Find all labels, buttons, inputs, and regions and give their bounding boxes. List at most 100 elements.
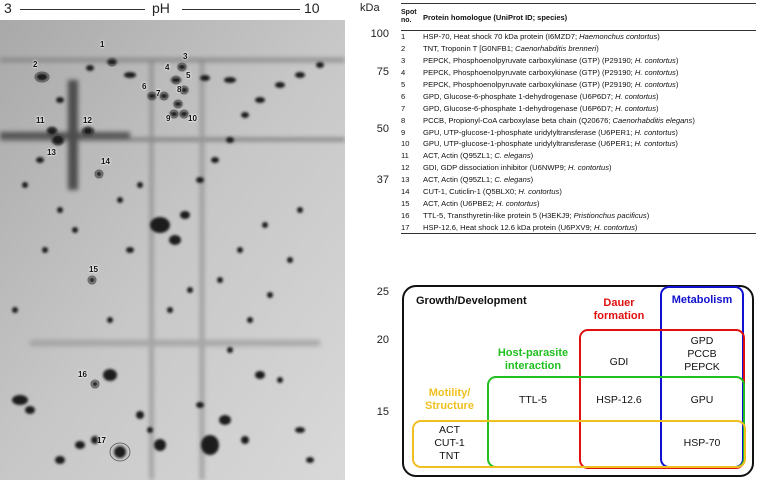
closing-paren: ) (530, 175, 534, 185)
protein-homologue: GPD, Glucose-6-phosphate 1-dehydrogenase… (423, 92, 659, 101)
protein-homologue: PEPCK, Phosphoenolpyruvate carboxykinase… (423, 68, 678, 77)
table-row: 17 HSP-12.6, Heat shock 12.6 kDa protein … (401, 221, 756, 233)
spot-number: 9 (401, 127, 406, 137)
spot-number: 8 (401, 115, 406, 125)
species-name: H. contortus (568, 163, 609, 173)
spot-label-9: 9 (166, 114, 171, 123)
spot-label-14: 14 (101, 157, 110, 166)
table-header: Spot no. Protein homologue (UniProt ID; … (401, 4, 756, 31)
table-row: 2 TNT, Troponin T [G0NFB1; Caenorhabditis… (401, 43, 756, 55)
protein-description: ACT, Actin (U6PBE2; (423, 198, 497, 208)
table-row: 11 ACT, Actin (Q95ZL1; C. elegans) (401, 150, 756, 162)
table-row: 8 PCCB, Propionyl-CoA carboxylase beta ch… (401, 114, 756, 126)
protein-homologue: TNT, Troponin T [G0NFB1; Caenorhabditis … (423, 44, 599, 53)
mw-marker-50: 50 (376, 123, 389, 135)
metabolism-title: Metabolism (671, 294, 733, 306)
spot-number: 13 (401, 175, 410, 185)
protein-description: HSP-70, Heat shock 70 kDa protein (I6MZD… (423, 32, 580, 42)
closing-paren: ) (692, 115, 695, 125)
protein-description: GPD, Glucose-6-phosphate 1-dehydrogenase… (423, 91, 616, 101)
spot-label-2: 2 (33, 60, 38, 69)
venn-item-gpu: GPU (690, 394, 714, 406)
protein-description: PCCB, Propionyl-CoA carboxylase beta cha… (423, 115, 613, 125)
spot-number: 6 (401, 91, 406, 101)
spot-label-6: 6 (142, 82, 147, 91)
protein-homologue: GDI, GDP dissociation inhibitor (U6NWP9;… (423, 163, 612, 172)
protein-description: PEPCK, Phosphoenolpyruvate carboxykinase… (423, 68, 635, 78)
motility-title-line1: Motility/ (428, 387, 471, 399)
spot-number: 7 (401, 103, 406, 113)
mw-unit-label: kDa (360, 2, 380, 14)
spot-label-4: 4 (165, 63, 170, 72)
protein-homologue: PEPCK, Phosphoenolpyruvate carboxykinase… (423, 80, 678, 89)
protein-homologue: ACT, Actin (U6PBE2; H. contortus) (423, 199, 540, 208)
ph-axis-line-right (182, 9, 300, 10)
protein-homologue: CUT-1, Cuticlin-1 (Q5BLX0; H. contortus) (423, 187, 562, 196)
table-row: 3 PEPCK, Phosphoenolpyruvate carboxykinas… (401, 55, 756, 67)
mw-marker-100: 100 (370, 28, 389, 40)
species-name: H. contortus (518, 187, 560, 197)
table-row: 13 ACT, Actin (Q95ZL1; C. elegans) (401, 174, 756, 186)
protein-homologue: ACT, Actin (Q95ZL1; C. elegans) (423, 151, 533, 160)
species-name: H. contortus (615, 91, 657, 101)
host-parasite-title-line1: Host-parasite (497, 347, 569, 359)
protein-homologue: TTL-5, Transthyretin-like protein 5 (H3E… (423, 211, 649, 220)
closing-paren: ) (530, 151, 534, 161)
spot-number: 16 (401, 210, 410, 220)
table-body: 1 HSP-70, Heat shock 70 kDa protein (I6MZ… (401, 31, 756, 233)
protein-homologue: PCCB, Propionyl-CoA carboxylase beta cha… (423, 116, 695, 125)
species-name: C. elegans (494, 175, 531, 185)
venn-item-hsp70: HSP-70 (683, 437, 721, 449)
protein-description: GPD, Glucose-6-phosphate 1-dehydrogenase… (423, 103, 616, 113)
protein-description: TNT, Troponin T [G0NFB1; (423, 44, 516, 54)
venn-diagram: Growth/Development Metabolism Dauer form… (402, 285, 754, 477)
closing-paren: ) (596, 44, 599, 54)
spot-label-11: 11 (36, 116, 45, 125)
host-parasite-title-line2: interaction (504, 360, 562, 372)
closing-paren: ) (656, 91, 659, 101)
closing-paren: ) (675, 139, 678, 149)
mw-marker-15: 15 (376, 406, 389, 418)
spot-number: 5 (401, 80, 406, 89)
table-row: 12 GDI, GDP dissociation inhibitor (U6NWP… (401, 162, 756, 174)
mw-marker-25: 25 (376, 286, 389, 298)
species-name: H. contortus (634, 68, 676, 78)
species-name: H. contortus (615, 103, 657, 113)
motility-structure-box (412, 420, 746, 468)
spot-label-16: 16 (78, 370, 87, 379)
table-row: 10 GPU, UTP-glucose-1-phosphate uridylylt… (401, 138, 756, 150)
venn-item-gpd: GPD (690, 335, 714, 347)
spot-number: 4 (401, 68, 406, 78)
protein-description: GDI, GDP dissociation inhibitor (U6NWP9; (423, 163, 569, 173)
table-row: 5 PEPCK, Phosphoenolpyruvate carboxykinas… (401, 79, 756, 91)
spot-label-15: 15 (89, 265, 98, 274)
species-name: Haemonchus contortus (579, 32, 658, 42)
spot-label-7: 7 (156, 89, 161, 98)
protein-description: TTL-5, Transthyretin-like protein 5 (H3E… (423, 210, 574, 220)
closing-paren: ) (634, 222, 638, 232)
spot-label-17: 17 (97, 436, 106, 445)
motility-title-line2: Structure (425, 400, 474, 412)
mw-marker-37: 37 (376, 174, 389, 186)
spot-number: 3 (401, 56, 406, 66)
spot-label-5: 5 (186, 71, 191, 80)
protein-homologue: HSP-12.6, Heat shock 12.6 kDa protein (U… (423, 223, 637, 232)
spot-label-1: 1 (100, 40, 105, 49)
mw-marker-20: 20 (376, 334, 389, 346)
species-name: Pristionchus pacificus (573, 210, 647, 220)
closing-paren: ) (675, 56, 679, 66)
dauer-title-line2: formation (593, 310, 645, 322)
spot-number: 17 (401, 222, 410, 232)
closing-paren: ) (675, 127, 678, 137)
closing-paren: ) (675, 80, 679, 89)
table-bottom-rule (401, 233, 756, 235)
mw-marker-75: 75 (376, 66, 389, 78)
species-name: C. elegans (494, 151, 531, 161)
species-name: H. contortus (634, 56, 676, 66)
dauer-title-line1: Dauer (603, 297, 635, 309)
table-row: 9 GPU, UTP-glucose-1-phosphate uridylyltr… (401, 126, 756, 138)
venn-item-pepck: PEPCK (684, 361, 720, 373)
protein-description: ACT, Actin (Q95ZL1; (423, 151, 495, 161)
spot-label-12: 12 (83, 116, 92, 125)
spot-number: 10 (401, 139, 410, 149)
